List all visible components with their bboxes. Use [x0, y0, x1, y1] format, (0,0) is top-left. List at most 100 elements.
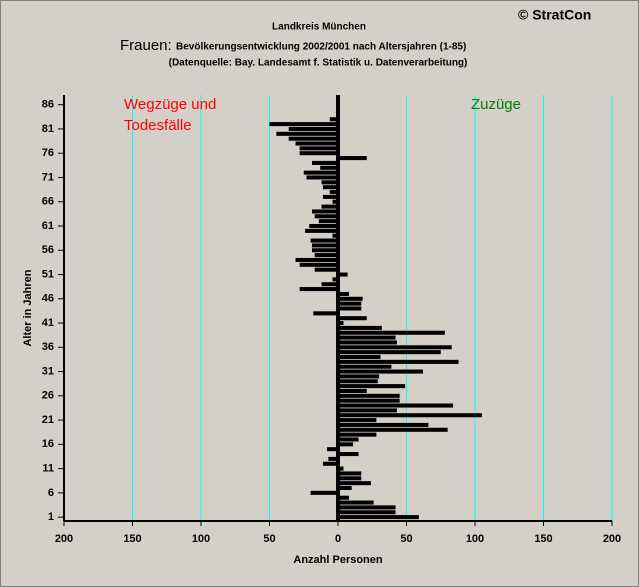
bar: [332, 233, 338, 238]
bar: [338, 379, 378, 384]
bar: [338, 369, 423, 374]
bar: [338, 452, 359, 457]
bar: [338, 364, 392, 369]
bar: [322, 185, 338, 190]
copyright: © StratCon: [518, 7, 591, 23]
source: (Datenquelle: Bay. Landesamt f. Statisti…: [169, 58, 468, 69]
bar: [269, 122, 338, 127]
bar: [327, 447, 338, 452]
bar: [276, 131, 338, 136]
bar: [338, 471, 362, 476]
y-tick-label: 61: [42, 220, 54, 232]
bar: [313, 311, 338, 316]
bar: [338, 350, 441, 355]
bar: [338, 422, 429, 427]
bar: [299, 262, 338, 267]
bar: [322, 194, 338, 199]
x-tick-label: 150: [123, 533, 141, 545]
bar: [338, 388, 367, 393]
bar: [329, 190, 338, 195]
annotation: Wegzüge und: [124, 96, 216, 113]
x-tick-label: 200: [603, 533, 621, 545]
bar: [288, 126, 338, 131]
bar: [309, 223, 338, 229]
bar: [338, 325, 382, 330]
bar: [338, 359, 459, 364]
y-tick-label: 71: [42, 171, 54, 183]
bar: [338, 485, 352, 491]
bar: [338, 466, 344, 471]
bar: [299, 146, 338, 151]
x-tick-label: 150: [534, 533, 552, 545]
bar: [338, 374, 380, 379]
y-tick-label: 26: [42, 390, 54, 402]
y-tick-label: 51: [42, 268, 54, 280]
x-tick-label: 100: [192, 533, 210, 545]
y-tick-label: 76: [42, 147, 54, 159]
bar: [338, 476, 362, 481]
bar: [299, 151, 338, 156]
bar: [321, 282, 338, 287]
bar: [338, 437, 359, 442]
bar: [338, 495, 349, 500]
bar: [338, 340, 397, 345]
subtitle: Bevölkerungsentwicklung 2002/2001 nach A…: [176, 42, 466, 53]
annotation: Zuzüge: [471, 96, 521, 113]
bar: [314, 253, 338, 258]
bar: [299, 287, 338, 292]
y-tick-label: 46: [42, 293, 54, 305]
y-tick-label: 1: [48, 511, 54, 523]
bar: [338, 432, 377, 437]
y-tick-label: 21: [42, 414, 54, 426]
x-tick-label: 100: [466, 533, 484, 545]
bar: [332, 199, 338, 204]
bar: [338, 413, 482, 418]
bar: [314, 267, 338, 272]
bar: [305, 228, 338, 233]
bar: [328, 456, 338, 461]
bar: [338, 500, 374, 505]
bar: [306, 175, 338, 180]
bar: [321, 180, 338, 185]
bar: [320, 165, 338, 170]
bar: [311, 248, 338, 253]
bar: [338, 442, 354, 447]
bar: [338, 272, 348, 277]
y-tick-label: 31: [42, 365, 54, 377]
y-tick-label: 6: [48, 487, 54, 499]
y-tick-label: 36: [42, 341, 54, 353]
y-tick-label: 56: [42, 244, 54, 256]
y-axis-label: Alter in Jahren: [22, 269, 34, 346]
bar: [338, 296, 363, 301]
bar: [338, 418, 377, 423]
bar: [310, 490, 338, 495]
bar: [338, 345, 452, 350]
bar: [338, 321, 344, 326]
heading: Frauen:: [120, 37, 172, 54]
annotation: Todesfälle: [124, 117, 192, 134]
bar: [338, 330, 445, 335]
y-tick-label: 86: [42, 99, 54, 111]
x-tick-label: 50: [263, 533, 275, 545]
bar: [338, 384, 406, 389]
bar: [322, 461, 338, 466]
chart-title: Landkreis München: [272, 22, 366, 33]
bar: [311, 209, 338, 214]
bar: [310, 238, 338, 243]
bar: [338, 408, 397, 413]
y-tick-label: 41: [42, 317, 54, 329]
bar: [338, 335, 396, 340]
bar: [338, 306, 362, 311]
bar: [338, 398, 400, 403]
y-tick-label: 16: [42, 438, 54, 450]
bar: [338, 354, 381, 360]
bar: [295, 257, 338, 262]
bar: [338, 515, 419, 520]
bar: [321, 204, 338, 209]
x-tick-label: 0: [335, 533, 341, 545]
bar: [314, 214, 338, 219]
bar: [338, 156, 367, 161]
bar: [338, 510, 396, 515]
